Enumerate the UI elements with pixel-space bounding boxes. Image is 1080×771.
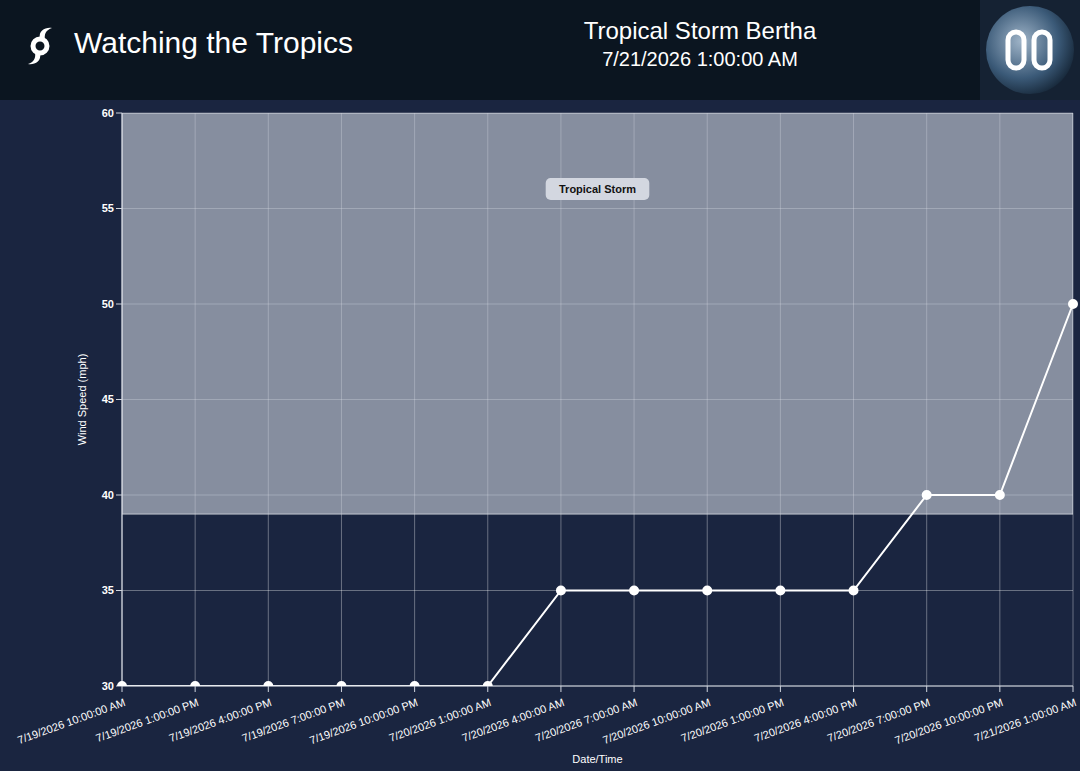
svg-text:35: 35 [102, 584, 114, 596]
svg-text:7/21/2026 1:00:00 AM: 7/21/2026 1:00:00 AM [973, 696, 1078, 744]
svg-text:30: 30 [102, 680, 114, 692]
svg-text:7/20/2026 4:00:00 PM: 7/20/2026 4:00:00 PM [752, 695, 859, 745]
svg-text:55: 55 [102, 202, 114, 214]
svg-text:50: 50 [102, 298, 114, 310]
svg-text:7/20/2026 7:00:00 PM: 7/20/2026 7:00:00 PM [825, 695, 932, 745]
html-text:Tropical Storm Bertha: Tropical Storm Bertha [583, 17, 817, 44]
html-text:7/21/2026 1:00:00 AM: 7/21/2026 1:00:00 AM [602, 48, 798, 70]
svg-text:7/20/2026 4:00:00 AM: 7/20/2026 4:00:00 AM [460, 695, 566, 744]
svg-text:60: 60 [102, 107, 114, 119]
svg-text:Date/Time: Date/Time [572, 753, 622, 765]
svg-text:7/20/2026 1:00:00 PM: 7/20/2026 1:00:00 PM [679, 695, 786, 745]
svg-text:40: 40 [102, 489, 114, 501]
svg-text:7/19/2026 7:00:00 PM: 7/19/2026 7:00:00 PM [240, 695, 347, 745]
svg-text:7/19/2026 4:00:00 PM: 7/19/2026 4:00:00 PM [167, 695, 274, 745]
svg-text:Wind Speed (mph): Wind Speed (mph) [76, 354, 88, 446]
svg-text:7/20/2026 1:00:00 AM: 7/20/2026 1:00:00 AM [387, 695, 493, 744]
svg-text:7/20/2026 7:00:00 AM: 7/20/2026 7:00:00 AM [533, 695, 639, 744]
svg-text:7/20/2026 10:00:00 AM: 7/20/2026 10:00:00 AM [601, 695, 712, 747]
svg-text:45: 45 [102, 393, 114, 405]
svg-text:7/19/2026 10:00:00 PM: 7/19/2026 10:00:00 PM [307, 695, 420, 747]
svg-text:7/20/2026 10:00:00 PM: 7/20/2026 10:00:00 PM [893, 695, 1005, 747]
svg-text:Tropical Storm: Tropical Storm [559, 183, 636, 195]
html-text:Watching the Tropics: Watching the Tropics [74, 26, 353, 59]
svg-text:7/19/2026 1:00:00 PM: 7/19/2026 1:00:00 PM [94, 695, 200, 745]
svg-text:7/19/2026 10:00:00 AM: 7/19/2026 10:00:00 AM [15, 695, 127, 747]
